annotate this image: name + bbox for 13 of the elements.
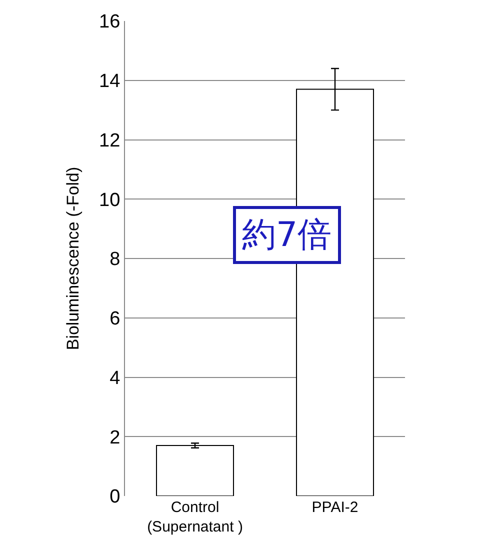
y-tick-label: 16	[99, 12, 120, 33]
y-tick-label: 12	[99, 130, 120, 152]
y-tick-label: 14	[99, 71, 121, 92]
x-tick-label: PPAI-2	[312, 499, 358, 516]
y-tick-label: 4	[110, 368, 121, 389]
annotation: 約7倍	[242, 215, 332, 255]
x-tick-label: Control (Supernatant )	[147, 499, 243, 536]
y-tick-label: 6	[110, 308, 120, 330]
y-axis-title: Bioluminescence (-Fold)	[64, 166, 83, 350]
y-tick-label: 2	[110, 427, 120, 448]
y-tick-label: 0	[110, 486, 120, 508]
y-tick-label: 10	[99, 190, 120, 211]
y-tick-label: 8	[110, 249, 120, 270]
